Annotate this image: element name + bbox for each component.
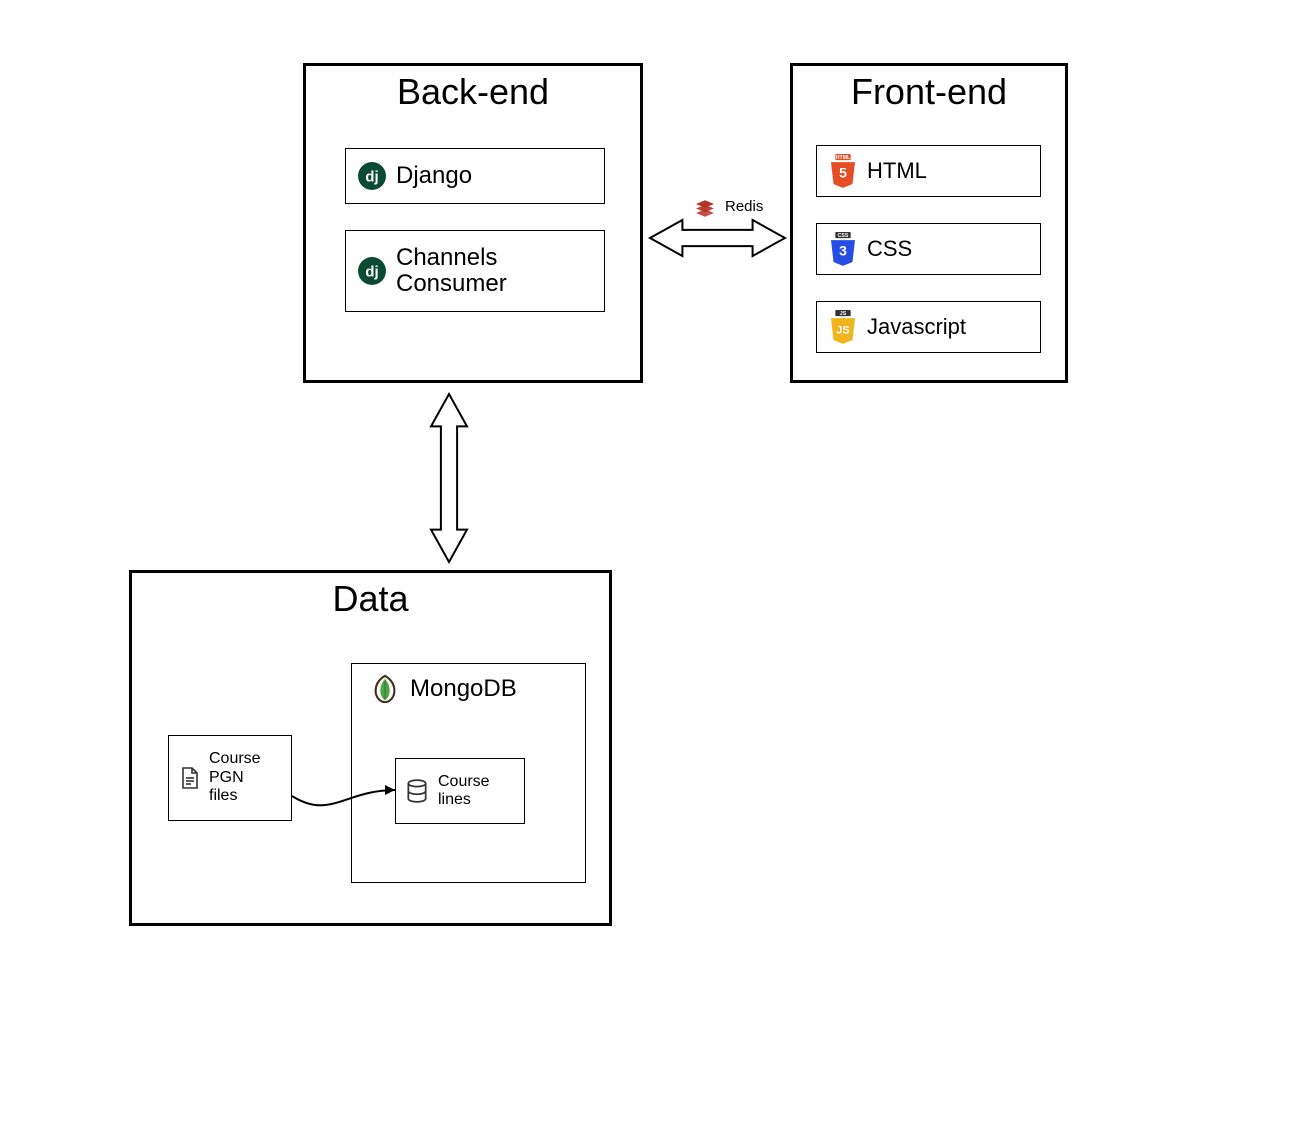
mongodb-icon bbox=[370, 674, 400, 704]
database-icon bbox=[404, 778, 430, 804]
backend-item-channels: dj ChannelsConsumer bbox=[345, 230, 605, 312]
backend-panel: Back-end bbox=[303, 63, 643, 383]
course-pgn-files-box: CoursePGNfiles bbox=[168, 735, 292, 821]
diagram-stage: Back-end Front-end Data dj Django dj Cha… bbox=[0, 0, 1311, 1131]
svg-text:JS: JS bbox=[836, 325, 849, 337]
html5-icon: HTML 5 bbox=[829, 154, 857, 188]
frontend-item-label: HTML bbox=[867, 159, 927, 183]
svg-text:HTML: HTML bbox=[836, 155, 851, 161]
data-title: Data bbox=[132, 573, 609, 619]
frontend-item-label: CSS bbox=[867, 237, 912, 261]
svg-text:dj: dj bbox=[365, 169, 378, 185]
course-pgn-files-label: CoursePGNfiles bbox=[209, 750, 261, 805]
frontend-item-js: JS JS Javascript bbox=[816, 301, 1041, 353]
svg-text:CSS: CSS bbox=[838, 233, 849, 239]
redis-label: Redis bbox=[725, 199, 763, 216]
backend-item-label: Django bbox=[396, 163, 472, 189]
svg-text:5: 5 bbox=[839, 165, 847, 181]
backend-title: Back-end bbox=[306, 66, 640, 112]
connector-overlay bbox=[0, 0, 1311, 1131]
file-icon bbox=[177, 766, 201, 790]
frontend-item-label: Javascript bbox=[867, 315, 966, 339]
django-icon: dj bbox=[358, 257, 386, 285]
frontend-title: Front-end bbox=[793, 66, 1065, 112]
course-lines-box: Courselines bbox=[395, 758, 525, 824]
frontend-item-css: CSS 3 CSS bbox=[816, 223, 1041, 275]
svg-text:3: 3 bbox=[839, 243, 847, 259]
svg-text:dj: dj bbox=[365, 264, 378, 280]
backend-item-label: ChannelsConsumer bbox=[396, 245, 507, 298]
redis-label-block: Redis bbox=[693, 195, 763, 219]
course-lines-label: Courselines bbox=[438, 773, 490, 810]
backend-item-django: dj Django bbox=[345, 148, 605, 204]
js-icon: JS JS bbox=[829, 310, 857, 344]
redis-icon bbox=[693, 195, 717, 219]
frontend-item-html: HTML 5 HTML bbox=[816, 145, 1041, 197]
svg-text:JS: JS bbox=[840, 311, 847, 317]
mongo-title: MongoDB bbox=[410, 676, 517, 702]
django-icon: dj bbox=[358, 162, 386, 190]
css3-icon: CSS 3 bbox=[829, 232, 857, 266]
